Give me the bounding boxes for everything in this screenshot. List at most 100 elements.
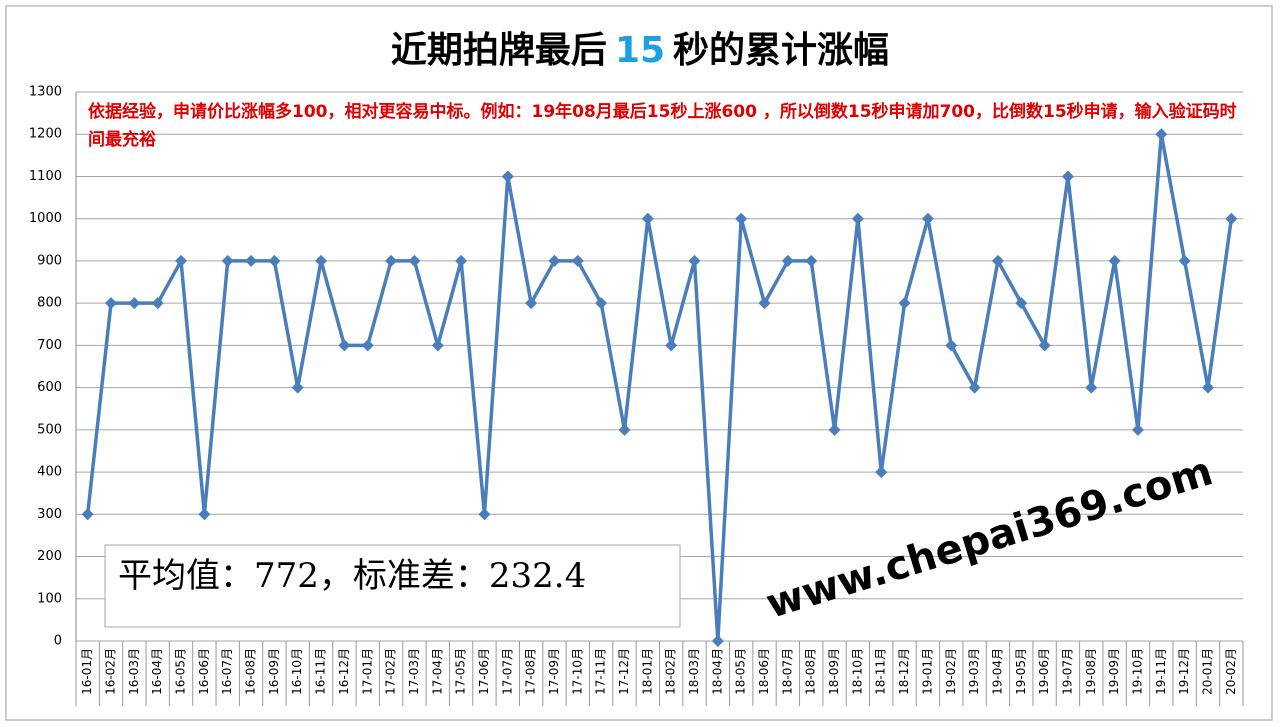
point-marker: [128, 297, 141, 310]
x-tick-label: 17-11月: [594, 648, 608, 695]
point-marker: [688, 254, 701, 267]
point-marker: [268, 254, 281, 267]
point-marker: [898, 297, 911, 310]
y-tick-label: 1100: [29, 169, 62, 184]
annotation: 依据经验，申请价比涨幅多100，相对更容易中标。例如：19年08月最后15秒上涨…: [88, 102, 1237, 150]
x-tick-label: 16-12月: [337, 648, 351, 695]
x-tick-label: 17-07月: [500, 648, 514, 695]
point-marker: [851, 212, 864, 225]
x-tick-label: 16-08月: [244, 648, 258, 695]
x-tick-label: 17-05月: [454, 648, 468, 695]
x-tick-label: 17-09月: [547, 648, 561, 695]
x-tick-label: 16-02月: [104, 648, 118, 695]
x-tick-label: 18-08月: [804, 648, 818, 695]
x-tick-label: 18-11月: [874, 648, 888, 695]
point-marker: [361, 339, 374, 352]
plot-area: 0 100 200 300 400 500 600 700 800 900 1000 1100 1200…: [29, 85, 1244, 706]
x-tick-label: 16-10月: [290, 648, 304, 695]
point-marker: [875, 466, 888, 479]
x-tick-label: 18-04月: [710, 648, 724, 695]
x-tick-label: 17-04月: [430, 648, 444, 695]
point-marker: [245, 254, 258, 267]
point-marker: [595, 297, 608, 310]
x-tick-label: 18-01月: [640, 648, 654, 695]
point-marker: [968, 381, 981, 394]
point-marker: [175, 254, 188, 267]
x-tick-label: 16-09月: [267, 648, 281, 695]
x-tick-label: 16-11月: [314, 648, 328, 695]
y-tick-label: 500: [37, 422, 62, 437]
point-marker: [828, 423, 841, 436]
point-marker: [1038, 339, 1051, 352]
x-tick-label: 16-03月: [127, 648, 141, 695]
x-tick-label: 20-02月: [1224, 648, 1238, 695]
point-marker: [1155, 128, 1168, 141]
point-marker: [291, 381, 304, 394]
x-tick-label: 17-02月: [384, 648, 398, 695]
point-marker: [1178, 254, 1191, 267]
y-tick-label: 300: [37, 507, 62, 522]
y-tick-label: 100: [37, 591, 62, 606]
point-marker: [105, 297, 118, 310]
x-tick-label: 16-06月: [197, 648, 211, 695]
x-tick-label: 17-12月: [617, 648, 631, 695]
x-tick-label: 19-04月: [990, 648, 1004, 695]
y-tick-label: 700: [37, 338, 62, 353]
title-part: 秒的累计涨幅: [673, 30, 889, 71]
x-tick-label: 18-02月: [664, 648, 678, 695]
chart-title: 近期拍牌最后 15 秒的累计涨幅: [391, 30, 889, 71]
x-tick-label: 17-01月: [360, 648, 374, 695]
data-line: [85, 132, 1234, 643]
point-marker: [1085, 381, 1098, 394]
point-marker: [455, 254, 468, 267]
point-marker: [1061, 170, 1074, 183]
point-marker: [945, 339, 958, 352]
point-marker: [385, 254, 398, 267]
point-marker: [758, 297, 771, 310]
y-tick-label: 0: [54, 634, 62, 649]
y-tick-label: 1200: [29, 127, 62, 142]
x-tick-label: 19-06月: [1037, 648, 1051, 695]
point-marker: [711, 635, 724, 647]
x-tick-label: 19-02月: [944, 648, 958, 695]
x-tick-label: 19-11月: [1154, 648, 1168, 695]
point-marker: [151, 297, 164, 310]
point-marker: [408, 254, 421, 267]
x-tick-label: 17-10月: [570, 648, 584, 695]
title-part: 15: [615, 30, 665, 71]
x-tick-label: 19-07月: [1060, 648, 1074, 695]
point-marker: [781, 254, 794, 267]
point-marker: [548, 254, 561, 267]
point-marker: [921, 212, 934, 225]
stats-note: 平均值：772，标准差：232.4: [118, 556, 586, 596]
x-tick-label: 18-03月: [687, 648, 701, 695]
point-marker: [618, 423, 631, 436]
x-tick-label: 16-07月: [220, 648, 234, 695]
point-marker: [641, 212, 654, 225]
x-tick-label: 17-03月: [407, 648, 421, 695]
x-tick-label: 19-10月: [1130, 648, 1144, 695]
y-tick-label: 600: [37, 380, 62, 395]
point-marker: [198, 508, 211, 521]
point-marker: [478, 508, 491, 521]
point-marker: [1108, 254, 1121, 267]
point-marker: [1201, 381, 1214, 394]
stats-box: [104, 544, 681, 628]
point-marker: [1015, 297, 1028, 310]
x-tick-label: 18-12月: [897, 648, 911, 695]
title-part: 近期拍牌最后: [391, 30, 607, 71]
x-tick-label: 19-12月: [1177, 648, 1191, 695]
point-marker: [1131, 423, 1144, 436]
point-marker: [735, 212, 748, 225]
x-tick-label: 18-09月: [827, 648, 841, 695]
x-tick-label: 18-06月: [757, 648, 771, 695]
x-tick-label: 19-03月: [967, 648, 981, 695]
point-marker: [805, 254, 818, 267]
point-marker: [315, 254, 328, 267]
y-tick-label: 1000: [29, 211, 62, 226]
y-tick-label: 900: [37, 253, 62, 268]
point-marker: [525, 297, 538, 310]
point-marker: [221, 254, 234, 267]
